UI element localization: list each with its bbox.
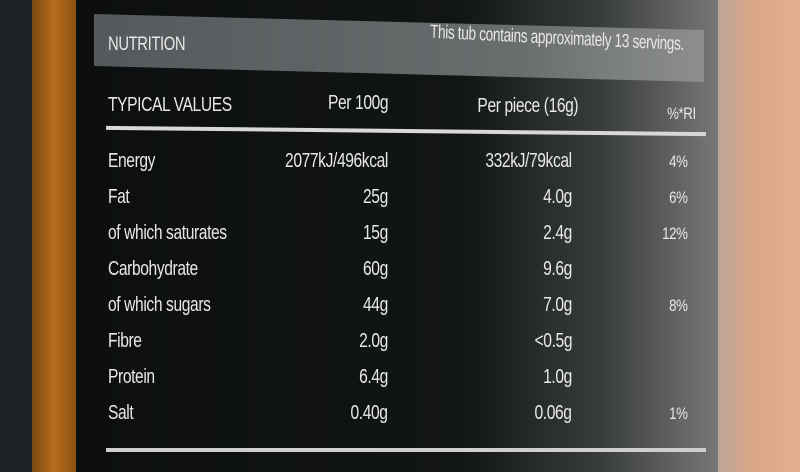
nutrient-name: Protein [108,366,155,388]
per-100g-value: 25g [363,186,388,208]
nutrient-name: Energy [108,150,156,172]
ri-percent: 4% [669,152,689,171]
nutrient-name: Fibre [108,330,142,352]
per-piece-value: 0.06g [534,402,572,424]
ri-percent: 6% [669,188,689,207]
nutrient-name: Carbohydrate [108,258,198,280]
per-piece-value: 4.0g [543,186,572,208]
per-piece-value: 1.0g [543,366,572,388]
col-header-typical-values: TYPICAL VALUES [108,94,232,116]
per-piece-value: 332kJ/79kcal [485,150,573,172]
per-100g-value: 2077kJ/496kcal [285,150,388,172]
nutrition-title: NUTRITION [108,34,186,55]
nutrition-label: NUTRITION This tub contains approximatel… [76,0,718,472]
per-100g-value: 6.4g [359,366,388,388]
per-100g-value: 0.40g [350,402,388,424]
ri-percent: 8% [669,296,689,315]
ri-percent: 1% [669,404,689,423]
nutrient-name: of which sugars [108,294,211,316]
nutrient-name: Fat [108,186,130,208]
per-piece-value: 2.4g [543,222,572,244]
divider-bottom [106,448,706,452]
package-background [715,0,800,472]
per-100g-value: 2.0g [359,330,388,352]
per-100g-value: 60g [363,258,388,280]
per-piece-value: <0.5g [534,330,572,352]
nutrient-name: Salt [108,402,134,424]
package-dark-edge [0,0,32,472]
nutrient-name: of which saturates [108,222,227,244]
per-100g-value: 15g [363,222,388,244]
col-header-per-piece: Per piece (16g) [477,95,578,117]
per-piece-value: 9.6g [543,258,572,280]
col-header-per-100g: Per 100g [327,92,389,114]
divider-top [105,125,707,137]
package-orange-strip [32,0,76,472]
col-header-ri: %*RI [667,104,696,123]
per-100g-value: 44g [363,294,388,316]
per-piece-value: 7.0g [543,294,572,316]
ri-percent: 12% [662,224,689,243]
